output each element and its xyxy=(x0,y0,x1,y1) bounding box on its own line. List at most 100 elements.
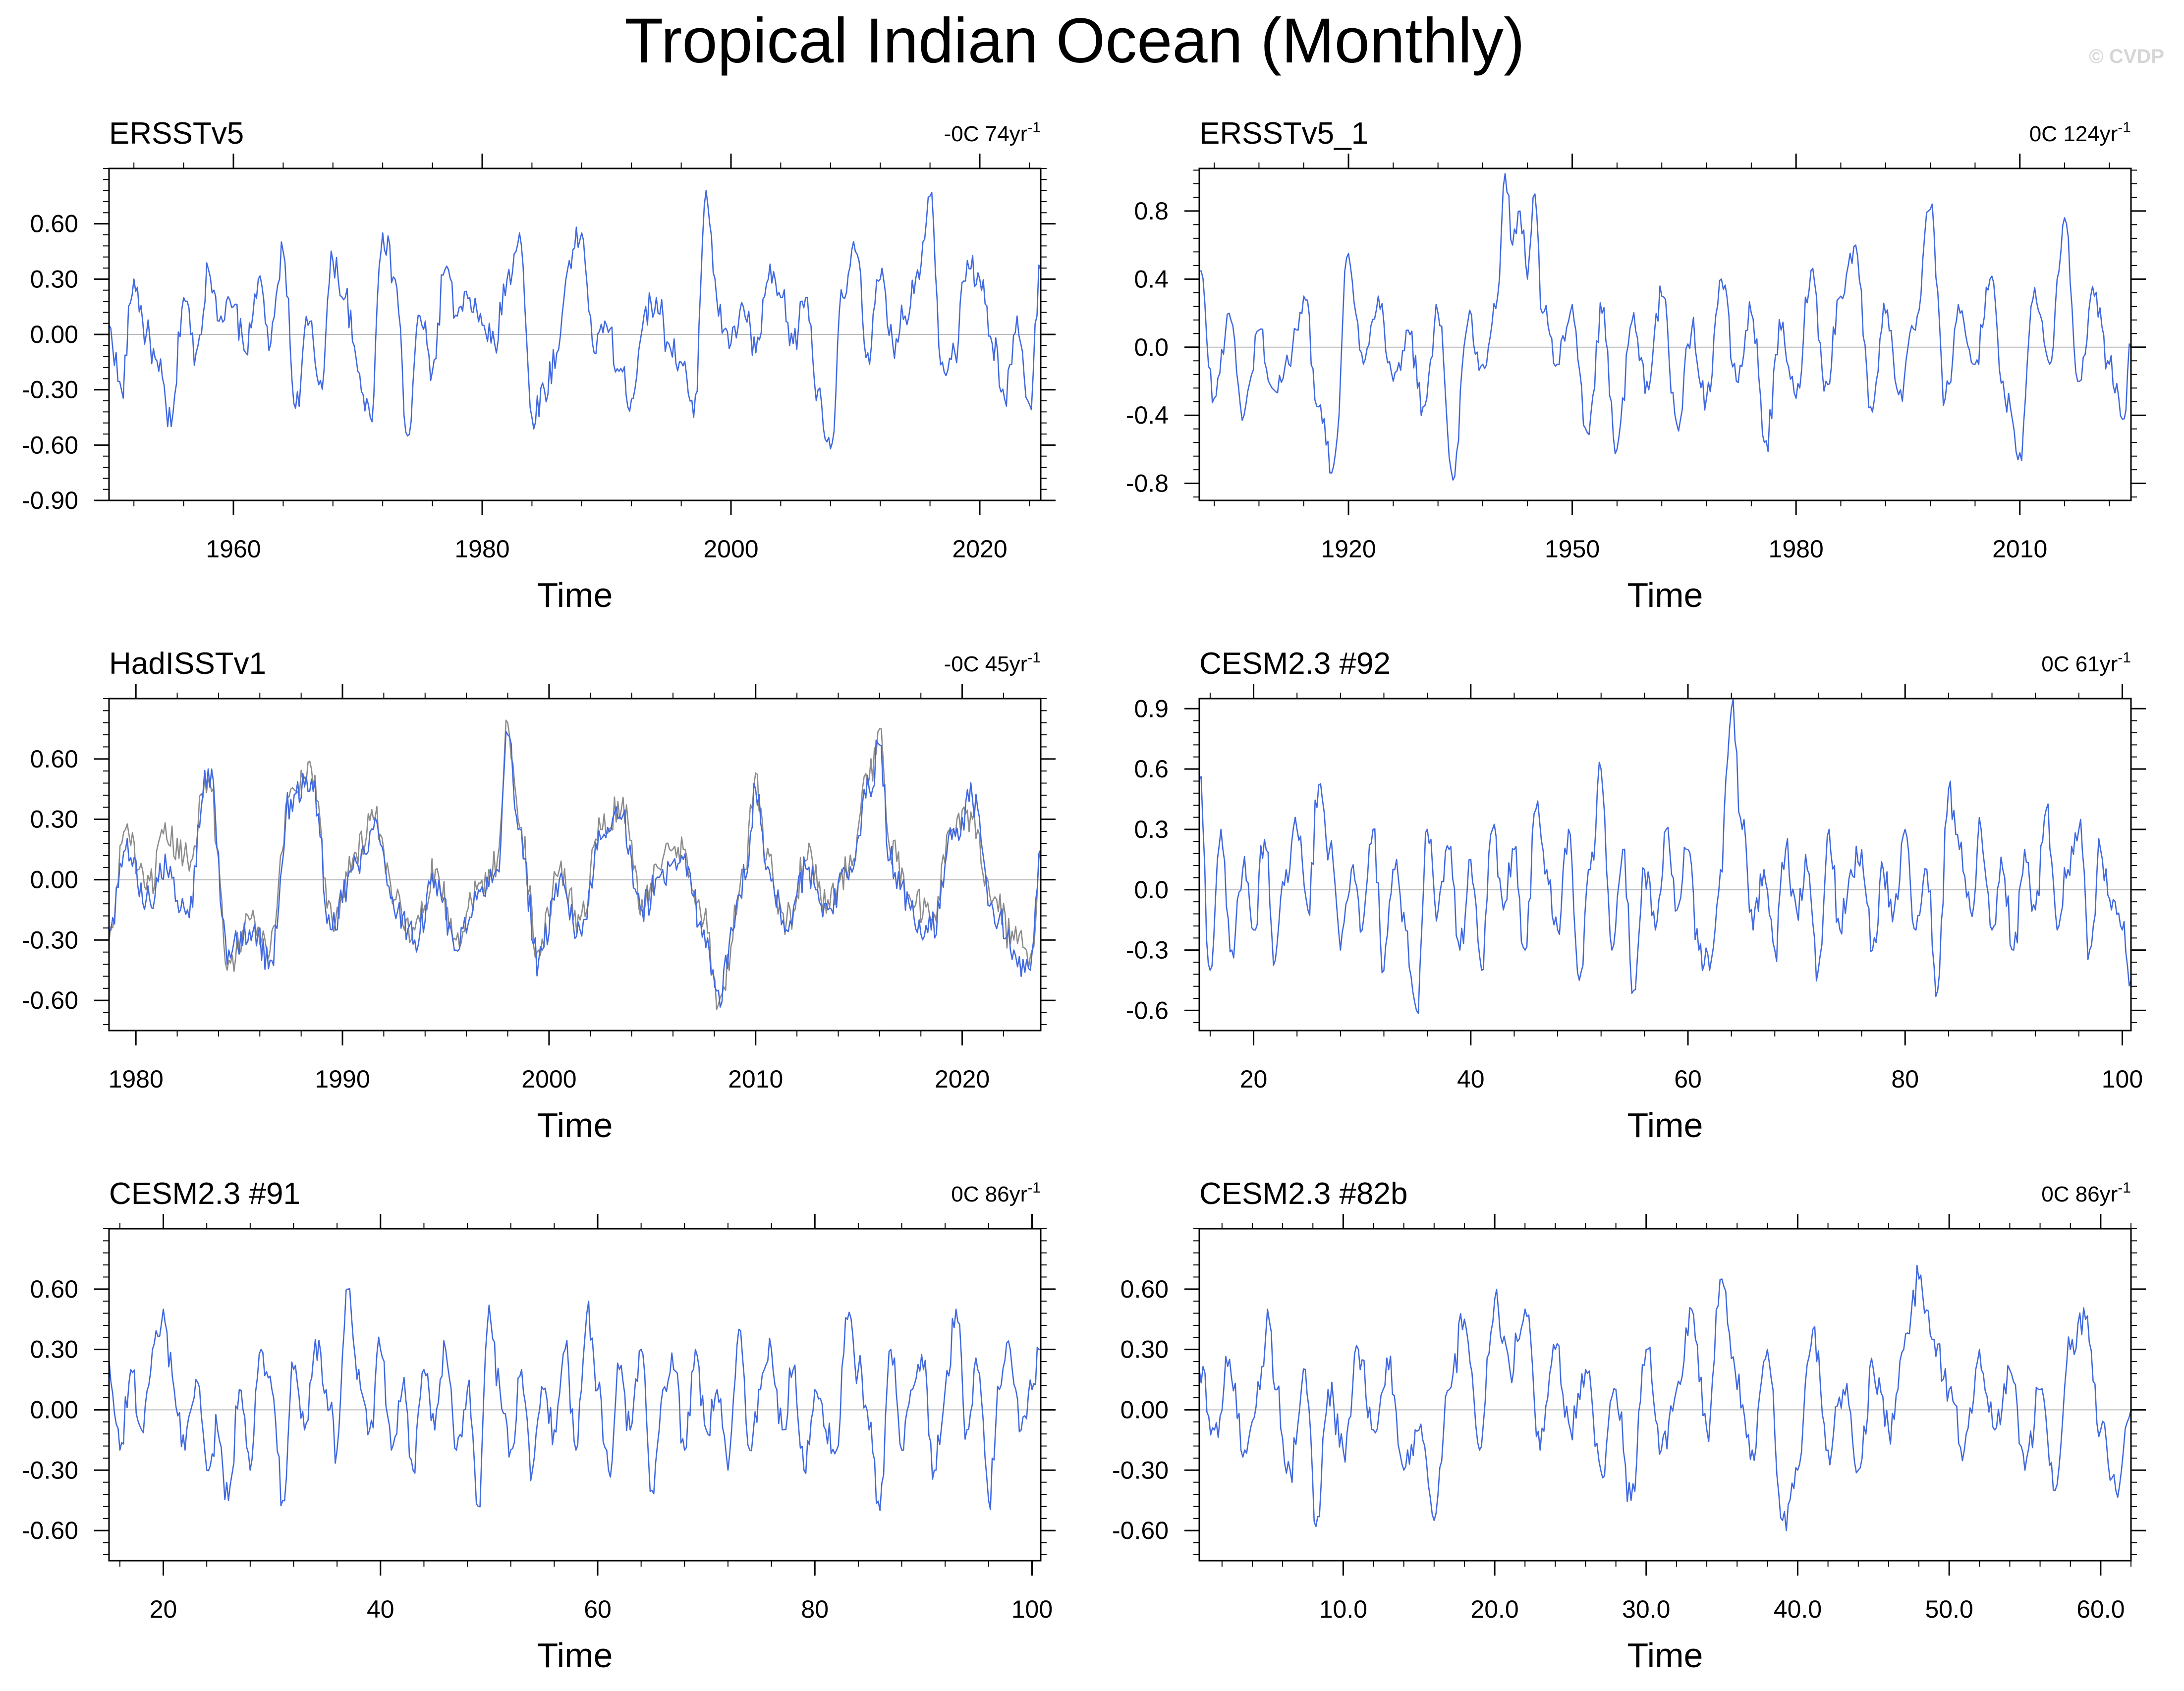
x-tick-label: 2020 xyxy=(935,1065,990,1093)
y-tick-label: 0.30 xyxy=(30,1336,78,1364)
series-line-0 xyxy=(1198,1264,2132,1531)
trend-exponent: -1 xyxy=(2118,119,2131,136)
x-tick-label: 1980 xyxy=(454,535,509,563)
y-tick-label: 0.60 xyxy=(30,210,78,238)
x-axis-label: Time xyxy=(537,1636,613,1670)
y-tick-label: -0.3 xyxy=(1126,936,1169,964)
panel-cesm23-91: CESM2.3 #91 0C 86yr-1 -0.60 -0.30 0.00 0.30 0.… xyxy=(22,1177,1056,1670)
y-tick-label: -0.60 xyxy=(22,1517,78,1544)
panel-title: CESM2.3 #92 xyxy=(1199,647,1391,681)
y-tick-label: 0.30 xyxy=(30,806,78,833)
x-axis-label: Time xyxy=(537,576,613,609)
x-tick-label: 10.0 xyxy=(1319,1595,1367,1623)
plot-frame xyxy=(1198,1228,2132,1562)
y-tick-label: 0.4 xyxy=(1134,265,1169,293)
x-tick-label: 40 xyxy=(1457,1065,1485,1093)
x-tick-label: 2010 xyxy=(728,1065,783,1093)
plot-frame xyxy=(108,167,1042,501)
x-tick-label: 1980 xyxy=(109,1065,164,1093)
x-tick-label: 80 xyxy=(801,1595,829,1623)
y-tick-label: 0.60 xyxy=(1120,1275,1169,1303)
x-tick-label: 40.0 xyxy=(1774,1595,1822,1623)
y-tick-label: -0.30 xyxy=(1112,1456,1169,1484)
series-line-0 xyxy=(1199,173,2132,481)
x-axis-label: Time xyxy=(1627,576,1703,609)
trend-exponent: -1 xyxy=(1027,1180,1041,1196)
x-tick-label: 100 xyxy=(2102,1065,2143,1093)
y-tick-label: -0.30 xyxy=(22,1456,78,1484)
x-tick-label: 60 xyxy=(584,1595,612,1623)
x-tick-label: 30.0 xyxy=(1622,1595,1670,1623)
y-tick-label: -0.6 xyxy=(1126,996,1169,1024)
x-tick-label: 1920 xyxy=(1321,535,1376,563)
y-tick-label: 0.60 xyxy=(30,1275,78,1303)
x-tick-label: 60 xyxy=(1674,1065,1702,1093)
series-line-0 xyxy=(108,719,1042,1010)
trend-label: -0C 45yr-1 xyxy=(944,650,1041,676)
cvdp-watermark: © CVDP xyxy=(2089,46,2164,67)
plot-frame xyxy=(108,1228,1042,1562)
trend-exponent: -1 xyxy=(1027,119,1041,136)
panel-title: ERSSTv5_1 xyxy=(1199,116,1368,151)
x-tick-label: 20 xyxy=(150,1595,177,1623)
x-tick-label: 40 xyxy=(367,1595,394,1623)
y-tick-label: 0.30 xyxy=(30,265,78,293)
panel-erssstv5: ERSSTv5 -0C 74yr-1 -0.90 -0.60 -0.30 0.00 0.30… xyxy=(22,116,1056,609)
y-tick-label: 0.00 xyxy=(1120,1396,1169,1423)
series-line-0 xyxy=(108,1288,1041,1511)
y-tick-label: -0.4 xyxy=(1126,401,1169,429)
panel-ersstv5-1: ERSSTv5_1 0C 124yr-1 -0.8 -0.4 0.0 0.4 0.8 1920… xyxy=(1126,116,2146,609)
x-tick-label: 2000 xyxy=(703,535,758,563)
y-tick-label: 0.9 xyxy=(1134,695,1169,722)
trend-label: -0C 74yr-1 xyxy=(944,119,1041,146)
x-tick-label: 20 xyxy=(1240,1065,1268,1093)
x-tick-label: 1980 xyxy=(1769,535,1824,563)
y-tick-label: -0.60 xyxy=(22,431,78,459)
trend-label: 0C 86yr-1 xyxy=(951,1180,1041,1206)
x-tick-label: 20.0 xyxy=(1470,1595,1518,1623)
y-tick-label: -0.90 xyxy=(22,487,78,514)
panel-cesm23-82b: CESM2.3 #82b 0C 86yr-1 -0.60 -0.30 0.00 0.30 0… xyxy=(1112,1177,2146,1670)
x-tick-label: 1990 xyxy=(315,1065,370,1093)
panel-title: CESM2.3 #91 xyxy=(109,1177,300,1211)
trend-label: 0C 86yr-1 xyxy=(2041,1180,2131,1206)
series-line-0 xyxy=(1198,698,2132,1014)
trend-exponent: -1 xyxy=(2118,1180,2131,1196)
trend-label: 0C 124yr-1 xyxy=(2029,119,2131,146)
y-tick-label: 0.00 xyxy=(30,866,78,893)
panel-title: ERSSTv5 xyxy=(109,116,244,151)
y-tick-label: 0.8 xyxy=(1134,197,1169,225)
y-tick-label: -0.30 xyxy=(22,376,78,404)
plot-frame xyxy=(1198,698,2132,1032)
x-tick-label: 80 xyxy=(1891,1065,1919,1093)
y-tick-label: 0.00 xyxy=(30,1396,78,1423)
series-line-0 xyxy=(108,190,1042,450)
x-tick-label: 2020 xyxy=(952,535,1007,563)
trend-exponent: -1 xyxy=(1027,650,1041,666)
plot-frame xyxy=(1198,167,2132,501)
x-tick-label: 1950 xyxy=(1545,535,1600,563)
x-tick-label: 2010 xyxy=(1992,535,2047,563)
x-tick-label: 50.0 xyxy=(1925,1595,1973,1623)
y-tick-label: -0.30 xyxy=(22,926,78,954)
y-tick-label: 0.3 xyxy=(1134,816,1169,843)
y-tick-label: 0.30 xyxy=(1120,1336,1169,1364)
panel-hadisstv1: HadISSTv1 -0C 45yr-1 -0.60 -0.30 0.00 0.30 0.6… xyxy=(22,647,1056,1140)
trend-exponent: -1 xyxy=(2118,650,2131,666)
x-axis-label: Time xyxy=(1627,1636,1703,1670)
panel-title: CESM2.3 #82b xyxy=(1199,1177,1407,1211)
y-tick-label: -0.60 xyxy=(22,986,78,1014)
x-tick-label: 100 xyxy=(1011,1595,1053,1623)
x-axis-label: Time xyxy=(537,1106,613,1140)
plot-frame xyxy=(108,698,1042,1032)
y-tick-label: 0.60 xyxy=(30,745,78,773)
trend-label: 0C 61yr-1 xyxy=(2041,650,2131,676)
y-tick-label: -0.8 xyxy=(1126,470,1169,497)
x-tick-label: 1960 xyxy=(206,535,261,563)
x-tick-label: 60.0 xyxy=(2076,1595,2125,1623)
figure-title: Tropical Indian Ocean (Monthly) xyxy=(624,5,1525,76)
series-line-1 xyxy=(109,731,1042,1008)
panel-cesm23-92: CESM2.3 #92 0C 61yr-1 -0.6 -0.3 0.0 0.3 0.6 0.9… xyxy=(1126,647,2146,1140)
panel-title: HadISSTv1 xyxy=(109,647,266,681)
